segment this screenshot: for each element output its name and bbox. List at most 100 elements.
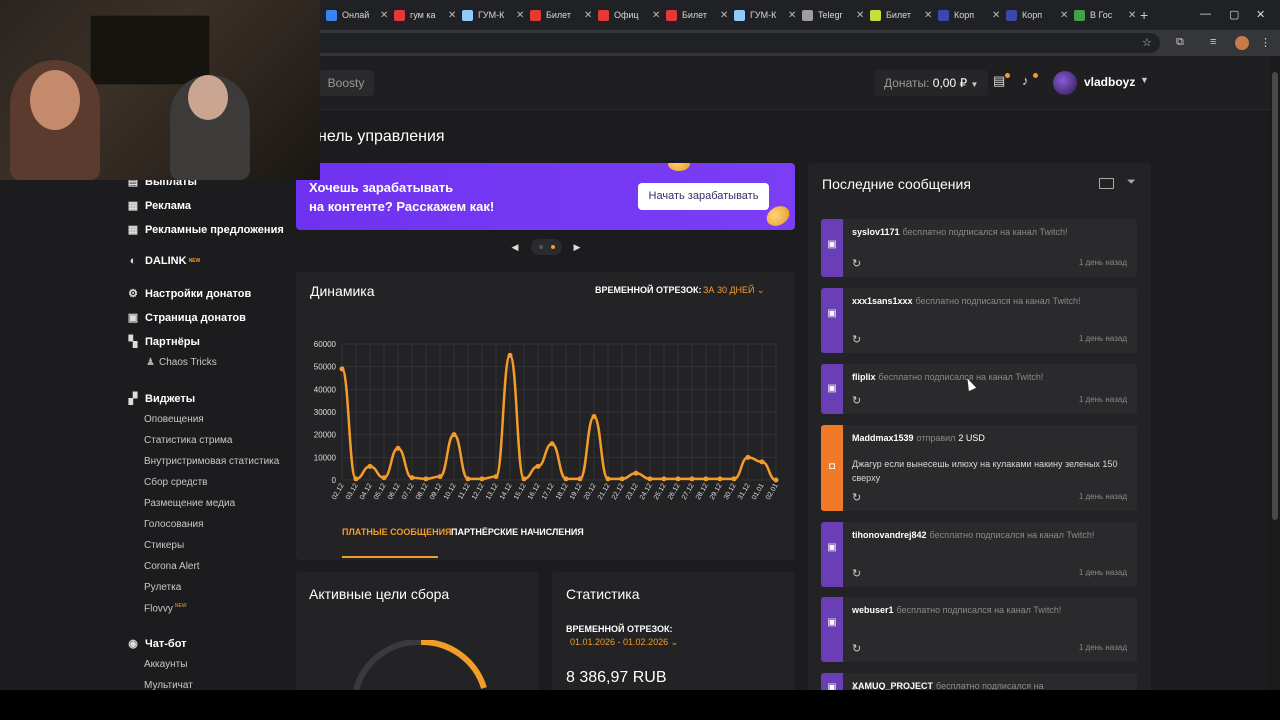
new-tab-button[interactable]: + (1140, 7, 1149, 23)
sidebar-subitem-label: Размещение медиа (144, 498, 236, 509)
carousel-prev-button[interactable]: ◀ (511, 242, 519, 252)
tab-close-icon[interactable]: ✕ (448, 9, 457, 21)
tab-partner-accruals[interactable]: ПАРТНЁРСКИЕ НАЧИСЛЕНИЯ (451, 527, 584, 537)
sidebar-item[interactable]: ▣ Страница донатов (126, 311, 246, 325)
tab-label: Билет (546, 10, 572, 20)
tab-close-icon[interactable]: ✕ (1060, 9, 1069, 21)
tab-close-icon[interactable]: ✕ (992, 9, 1001, 21)
sidebar-item[interactable]: ▚ Партнёры (126, 335, 200, 349)
sidebar-subitem[interactable]: Мультичат (144, 680, 193, 691)
browser-tab[interactable]: Офиц ✕ (594, 4, 660, 26)
browser-tab[interactable]: Билет ✕ (866, 4, 932, 26)
message-card[interactable]: ▣ fliplix бесплатно подписался на канал Tw… (821, 364, 1137, 414)
sidebar-item[interactable]: ◉ Чат-бот (126, 637, 186, 651)
address-bar[interactable] (300, 33, 1160, 53)
dalink-icon: ◐ (129, 255, 137, 267)
username[interactable]: vladboyz (1084, 75, 1136, 89)
browser-menu-icon[interactable]: ⋮ (1260, 37, 1271, 49)
browser-tab[interactable]: Билет ✕ (662, 4, 728, 26)
close-window-button[interactable]: ✕ (1256, 9, 1266, 21)
browser-tab[interactable]: ГУМ-К ✕ (458, 4, 524, 26)
sidebar-item[interactable]: ▞ Виджеты (126, 392, 195, 406)
message-card[interactable]: ▣ xxx1sans1xxx бесплатно подписался на кан… (821, 288, 1137, 353)
carousel-next-button[interactable]: ▶ (573, 242, 581, 252)
user-menu-chevron-icon[interactable]: ▼ (1140, 75, 1149, 85)
sidebar-subitem[interactable]: Оповещения (144, 414, 204, 425)
browser-tab[interactable]: ГУМ-К ✕ (730, 4, 796, 26)
chart-x-tick-label: 27.12 (681, 482, 696, 501)
message-card[interactable]: ▣ syslov1171 бесплатно подписался на канал… (821, 219, 1137, 277)
browser-tab[interactable]: Telegr ✕ (798, 4, 864, 26)
sidebar-subitem[interactable]: Размещение медиа (144, 498, 235, 509)
tab-label: Офиц (614, 10, 639, 20)
minimize-button[interactable]: — (1200, 8, 1211, 20)
replay-icon[interactable]: ↻ (852, 568, 862, 580)
filter-icon[interactable]: ⏷ (1127, 176, 1136, 188)
stats-period-value: 01.01.2026 - 01.02.2026 (570, 637, 669, 647)
tab-close-icon[interactable]: ✕ (924, 9, 933, 21)
sidebar-item[interactable]: ⚙ Настройки донатов (126, 287, 251, 301)
tab-close-icon[interactable]: ✕ (652, 9, 661, 21)
cast-icon[interactable] (1099, 178, 1114, 189)
browser-tab[interactable]: Онлай ✕ (322, 4, 388, 26)
carousel-dot-active[interactable] (551, 245, 555, 249)
boosty-button[interactable]: Boosty (318, 70, 374, 96)
dynamics-period-select[interactable]: ЗА 30 ДНЕЙ ⌄ (703, 285, 765, 296)
browser-tab[interactable]: В Гос ✕ (1070, 4, 1136, 26)
tab-close-icon[interactable]: ✕ (380, 9, 389, 21)
sidebar-subitem[interactable]: Внутристримовая статистика (144, 456, 279, 467)
replay-icon[interactable]: ↻ (852, 334, 862, 346)
start-earning-button[interactable]: Начать зарабатывать (638, 183, 769, 210)
carousel-dot[interactable] (539, 245, 543, 249)
tab-close-icon[interactable]: ✕ (516, 9, 525, 21)
tab-paid-messages[interactable]: ПЛАТНЫЕ СООБЩЕНИЯ (342, 527, 452, 537)
page-scrollbar-thumb[interactable] (1272, 72, 1278, 520)
browser-tab[interactable]: Корп ✕ (1002, 4, 1068, 26)
tab-close-icon[interactable]: ✕ (788, 9, 797, 21)
bookmark-star-icon[interactable]: ☆ (1142, 37, 1152, 49)
sidebar-subitem[interactable]: Голосования (144, 519, 204, 530)
browser-profile-avatar[interactable] (1235, 36, 1249, 50)
replay-icon[interactable]: ↻ (852, 395, 862, 407)
message-card[interactable]: ◘ Maddmax1539 отправил 2 USD Джагур если вын… (821, 425, 1137, 511)
media-control-icon[interactable]: ≡ (1210, 36, 1217, 48)
tab-close-icon[interactable]: ✕ (1128, 9, 1137, 21)
replay-icon[interactable]: ↻ (852, 492, 862, 504)
chevron-down-icon: ⌄ (757, 285, 765, 295)
message-sender: xxx1sans1xxx бесплатно подписался на кана… (852, 294, 1122, 308)
news-icon[interactable]: ▤ (993, 73, 1006, 88)
sidebar-subitem[interactable]: Corona Alert (144, 561, 200, 572)
sidebar-item[interactable]: ▦ Реклама (126, 199, 191, 213)
tab-close-icon[interactable]: ✕ (584, 9, 593, 21)
tab-close-icon[interactable]: ✕ (720, 9, 729, 21)
browser-tab[interactable]: гум ка ✕ (390, 4, 456, 26)
sidebar-subitem-partner[interactable]: ♟ Chaos Tricks (146, 357, 217, 368)
twitch-icon: ▣ (827, 542, 837, 553)
tab-favicon-icon (938, 9, 949, 21)
sidebar-item[interactable]: ▦ Рекламные предложения (126, 223, 284, 237)
bell-icon[interactable]: ♪ (1022, 73, 1029, 88)
sidebar-item[interactable]: ◐ DALINK NEW (126, 255, 201, 267)
donation-message-body: Джагур если вынесешь илюху на кулаками н… (852, 459, 1118, 483)
avatar[interactable] (1053, 71, 1077, 95)
extensions-icon[interactable]: ⧉ (1176, 36, 1184, 48)
chart-data-point (395, 445, 401, 451)
tab-close-icon[interactable]: ✕ (856, 9, 865, 21)
maximize-button[interactable]: ▢ (1229, 9, 1240, 21)
sidebar-subitem[interactable]: Аккаунты (144, 659, 188, 670)
message-card[interactable]: ▣ tihonovandrej842 бесплатно подписался на… (821, 522, 1137, 587)
replay-icon[interactable]: ↻ (852, 643, 862, 655)
replay-icon[interactable]: ↻ (852, 258, 862, 270)
sidebar-subitem[interactable]: Статистика стрима (144, 435, 232, 446)
chart-x-tick-label: 08.12 (415, 482, 430, 501)
browser-tab[interactable]: Корп ✕ (934, 4, 1000, 26)
sidebar-subitem[interactable]: Сбор средств (144, 477, 207, 488)
browser-tab[interactable]: Билет ✕ (526, 4, 592, 26)
message-card[interactable]: ▣ webuser1 бесплатно подписался на канал T… (821, 597, 1137, 662)
sidebar-subitem[interactable]: Flovvy NEW (144, 603, 187, 614)
sidebar-subitem[interactable]: Рулетка (144, 582, 181, 593)
message-sender: Maddmax1539 отправил 2 USD (852, 431, 1122, 445)
stats-period-select[interactable]: 01.01.2026 - 01.02.2026 ⌄ (570, 637, 678, 648)
donates-balance-dropdown[interactable]: Донаты: 0,00 ₽ ▼ (874, 70, 989, 96)
sidebar-subitem[interactable]: Стикеры (144, 540, 184, 551)
